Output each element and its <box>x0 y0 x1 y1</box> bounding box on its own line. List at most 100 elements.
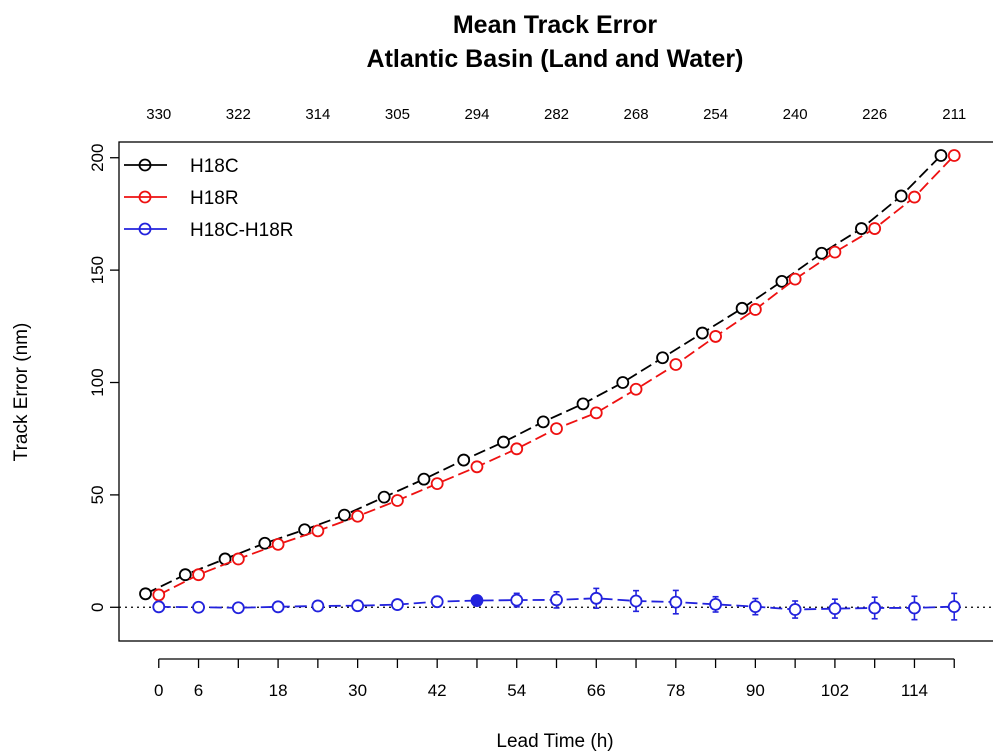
data-point <box>589 591 603 605</box>
data-point <box>550 593 563 607</box>
data-point <box>271 537 285 551</box>
sample-count-label: 322 <box>226 106 251 123</box>
data-point <box>391 598 404 611</box>
data-point <box>788 272 802 286</box>
y-tick-label: 50 <box>88 485 107 504</box>
x-axis: 0 6 18 30 42 54 66 78 90 102 114 <box>154 658 955 700</box>
sample-count-label: 314 <box>305 106 330 123</box>
data-point <box>258 536 272 550</box>
sample-count-label: 268 <box>624 106 649 123</box>
data-point <box>457 453 471 467</box>
data-point <box>748 303 762 316</box>
x-tick-label: 78 <box>666 681 685 700</box>
data-point <box>828 245 842 259</box>
data-point <box>576 397 590 411</box>
plot-frame <box>118 141 993 642</box>
data-point <box>231 552 245 566</box>
data-point <box>470 460 484 474</box>
data-point <box>815 246 829 260</box>
data-point <box>947 600 961 614</box>
data-point <box>536 415 550 429</box>
data-point <box>709 330 722 343</box>
data-point <box>908 190 921 204</box>
data-point <box>139 587 152 601</box>
data-point <box>510 593 524 607</box>
data-point <box>311 599 325 613</box>
series-h18r <box>152 149 961 602</box>
data-point <box>908 601 921 615</box>
y-tick-label: 0 <box>88 603 107 612</box>
data-point <box>231 601 245 615</box>
data-point <box>271 600 285 614</box>
sample-count-label: 226 <box>862 106 887 123</box>
y-tick-label: 100 <box>88 368 107 396</box>
data-point <box>629 382 643 396</box>
x-tick-label: 54 <box>507 681 526 700</box>
x-tick-label: 30 <box>348 681 367 700</box>
sample-count-label: 211 <box>942 106 966 123</box>
data-point <box>311 524 325 538</box>
sample-count-label: 240 <box>783 106 808 123</box>
data-point <box>828 602 842 616</box>
chart-subtitle: Atlantic Basin (Land and Water) <box>367 45 744 73</box>
data-point <box>868 601 882 615</box>
x-tick-label: 66 <box>587 681 606 700</box>
data-point <box>351 599 365 613</box>
data-point <box>152 600 166 614</box>
x-tick-label: 6 <box>194 681 203 700</box>
data-point <box>894 189 908 203</box>
legend-marker-diff <box>138 222 152 236</box>
data-point <box>709 597 722 611</box>
sample-count-axis: 330 322 314 305 294 282 268 254 240 226 211 <box>146 106 966 123</box>
data-point <box>629 594 643 608</box>
y-axis-title: Track Error (nm) <box>11 323 32 462</box>
legend-label-diff: H18C-H18R <box>190 220 293 241</box>
data-point <box>775 274 789 288</box>
y-tick-label: 150 <box>88 256 107 284</box>
data-point <box>497 435 510 449</box>
data-point <box>510 442 524 456</box>
sample-count-label: 330 <box>146 106 171 123</box>
data-point <box>351 509 365 523</box>
data-point <box>868 222 882 235</box>
data-point <box>417 472 431 486</box>
x-axis-title: Lead Time (h) <box>496 731 613 752</box>
data-point <box>934 149 948 162</box>
x-tick-label: 90 <box>746 681 765 700</box>
data-point <box>748 600 762 614</box>
data-point <box>178 568 192 582</box>
data-point <box>855 222 868 235</box>
data-point <box>391 494 404 507</box>
data-point <box>192 600 205 614</box>
data-point <box>669 358 683 371</box>
x-tick-label: 18 <box>269 681 288 700</box>
y-tick-label: 200 <box>88 144 107 172</box>
data-point <box>656 351 669 365</box>
data-point <box>430 595 444 609</box>
legend-label-h18r: H18R <box>190 188 239 209</box>
series-h18c <box>139 149 948 601</box>
legend-marker-h18r <box>138 190 152 204</box>
data-point <box>550 422 563 435</box>
data-point-significant <box>470 594 484 607</box>
data-point <box>947 149 961 162</box>
data-point <box>616 376 630 389</box>
chart-title: Mean Track Error <box>453 11 658 39</box>
x-tick-label: 102 <box>821 681 849 700</box>
sample-count-label: 294 <box>464 106 489 123</box>
data-point <box>735 301 749 315</box>
series-layer <box>139 149 961 621</box>
sample-count-label: 282 <box>544 106 569 123</box>
data-point <box>430 477 444 491</box>
x-tick-label: 114 <box>901 681 928 700</box>
sample-count-label: 254 <box>703 106 728 123</box>
data-point <box>337 508 351 522</box>
sample-count-label: 305 <box>385 106 410 123</box>
x-tick-label: 0 <box>154 681 163 700</box>
data-point <box>589 406 603 420</box>
legend: H18C H18R H18C-H18R <box>124 156 293 241</box>
data-point <box>788 603 802 616</box>
legend-label-h18c: H18C <box>190 156 239 177</box>
data-point <box>695 326 709 340</box>
